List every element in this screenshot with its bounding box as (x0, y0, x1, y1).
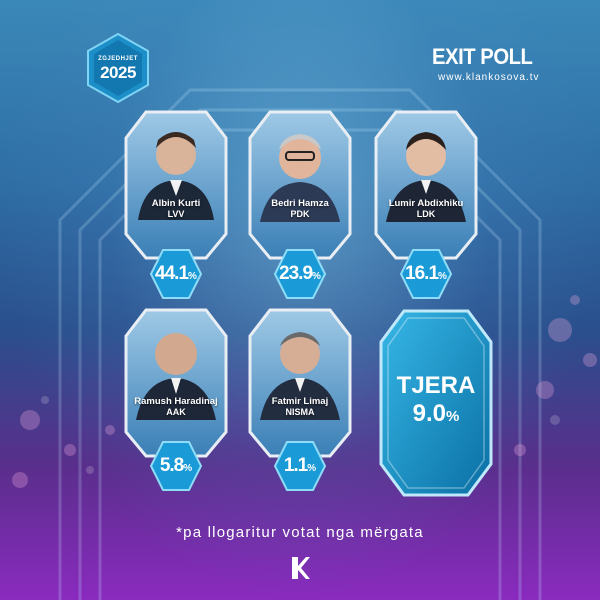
footnote: *pa llogaritur votat nga mërgata (176, 524, 424, 541)
others-frame (379, 309, 493, 497)
percentage-badge: 44.1% (149, 248, 203, 300)
candidate-name: Ramush Haradinaj (134, 396, 218, 407)
hex-badge-icon (149, 441, 203, 491)
percentage-badge: 1.1% (273, 440, 327, 492)
candidate-card: Lumir Abdixhiku LDK (374, 110, 478, 260)
page-title: EXIT POLL (432, 44, 533, 69)
election-badge-icon (87, 32, 149, 104)
badge-line1: ZGJEDHJET (98, 56, 138, 62)
percentage-value: 23.9% (279, 263, 321, 284)
percentage-badge: 23.9% (273, 248, 327, 300)
card-frame (248, 308, 352, 458)
candidate-party: LVV (167, 209, 185, 219)
others-label: TJERA (396, 372, 476, 399)
hex-badge-icon (273, 249, 327, 299)
avatar (136, 333, 216, 420)
candidate-party: LDK (416, 209, 436, 219)
percentage-badge: 16.1% (399, 248, 453, 300)
percentage-value: 1.1% (283, 455, 317, 476)
candidate-party: AAK (166, 407, 186, 417)
card-frame (124, 110, 228, 260)
avatar (138, 132, 214, 220)
candidate-name: Fatmir Limaj (271, 396, 329, 407)
percentage-badge: 5.8% (149, 440, 203, 492)
candidate-card: Albin Kurti LVV (124, 110, 228, 260)
avatar (386, 132, 466, 222)
klan-kosova-logo-icon (292, 557, 310, 579)
avatar (260, 134, 340, 222)
candidate-card: Bedri Hamza PDK (248, 110, 352, 260)
others-percentage: 9.0% (412, 400, 460, 427)
candidate-name: Bedri Hamza (271, 198, 329, 209)
candidate-party: PDK (290, 209, 310, 219)
candidate-card: Fatmir Limaj NISMA (248, 308, 352, 458)
others-card: TJERA 9.0% (378, 308, 494, 498)
avatar (260, 332, 340, 420)
election-badge: ZGJEDHJET 2025 (86, 32, 150, 104)
hex-badge-icon (399, 249, 453, 299)
card-frame (248, 110, 352, 260)
badge-year: 2025 (100, 63, 136, 82)
site-url: www.klankosova.tv (438, 72, 540, 83)
card-frame (374, 110, 478, 260)
candidate-party: NISMA (285, 407, 315, 417)
candidate-name: Albin Kurti (151, 198, 201, 209)
hex-badge-icon (149, 249, 203, 299)
percentage-value: 5.8% (159, 455, 193, 476)
card-frame (124, 308, 228, 458)
candidate-name: Lumir Abdixhiku (388, 198, 464, 209)
percentage-value: 44.1% (155, 263, 197, 284)
candidate-card: Ramush Haradinaj AAK (124, 308, 228, 458)
hex-badge-icon (273, 441, 327, 491)
percentage-value: 16.1% (405, 263, 447, 284)
